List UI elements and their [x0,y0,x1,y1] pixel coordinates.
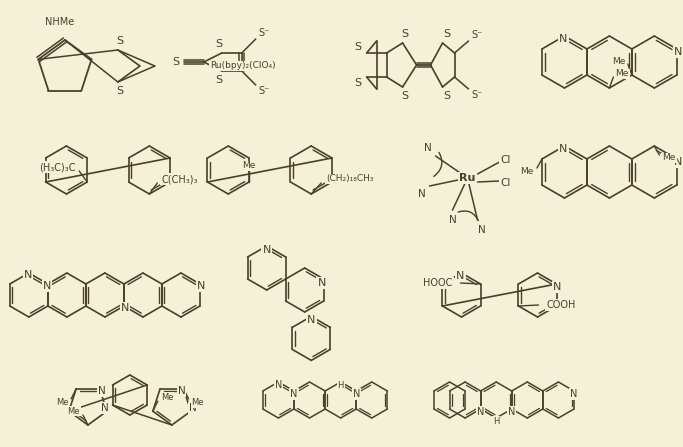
Text: N: N [197,281,205,291]
Text: N: N [42,281,51,291]
Text: Me: Me [615,69,629,79]
Text: Ru(bpy)₂(ClO₄): Ru(bpy)₂(ClO₄) [210,62,275,71]
Text: H: H [337,380,344,389]
Text: Me: Me [56,398,68,407]
Text: Me: Me [242,161,255,170]
Text: N: N [477,225,486,235]
Text: N: N [121,303,129,313]
Text: N: N [456,271,464,281]
Text: Ru: Ru [460,173,476,183]
Text: N: N [189,403,197,413]
Text: COOH: COOH [546,300,576,310]
Text: S⁻: S⁻ [471,30,482,40]
Text: NHMe: NHMe [45,17,74,27]
Text: N: N [101,403,109,413]
Text: Me: Me [520,166,534,176]
Text: Me: Me [191,398,204,407]
Text: N: N [559,34,568,44]
Text: N: N [418,189,426,199]
Text: Cl: Cl [500,178,511,188]
Text: S: S [116,36,124,46]
Text: N: N [553,282,561,292]
Text: N: N [423,143,432,153]
Text: Cl: Cl [500,155,511,165]
Text: N: N [352,389,360,399]
Text: S: S [116,86,124,96]
Text: S: S [354,78,361,88]
Text: S: S [401,91,408,101]
Text: S: S [215,75,223,85]
Text: S: S [172,57,180,67]
Text: Me: Me [613,56,626,66]
Text: S: S [443,91,450,101]
Text: N: N [290,389,298,399]
Text: S: S [215,39,223,49]
Text: N: N [24,270,32,280]
Text: N: N [477,407,484,417]
Text: N: N [98,386,106,396]
Text: H: H [493,417,499,426]
Text: N: N [570,389,578,399]
Text: N: N [559,144,568,154]
Text: S: S [401,29,408,39]
Text: (CH₂)₁₈CH₃: (CH₂)₁₈CH₃ [326,174,374,184]
Text: Me: Me [161,392,173,402]
Text: N: N [673,47,682,57]
Text: HOOC: HOOC [423,278,453,288]
Text: (H₃C)₃C: (H₃C)₃C [39,162,75,172]
Text: N: N [178,386,186,396]
Text: S⁻: S⁻ [258,28,269,38]
Text: N: N [275,380,282,390]
Text: S: S [443,29,450,39]
Text: S: S [354,42,361,52]
Text: N: N [262,245,271,255]
Text: S⁻: S⁻ [471,90,482,100]
Text: N: N [508,407,516,417]
Text: N: N [318,278,326,288]
Text: N: N [673,157,682,167]
Text: Me: Me [68,406,80,416]
Text: N: N [449,215,456,225]
Text: Me: Me [663,153,675,163]
Text: N: N [307,316,316,325]
Text: S⁻: S⁻ [258,86,269,96]
Text: C(CH₃)₃: C(CH₃)₃ [161,174,198,184]
